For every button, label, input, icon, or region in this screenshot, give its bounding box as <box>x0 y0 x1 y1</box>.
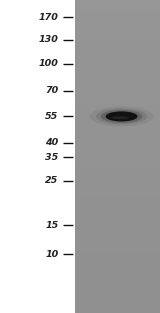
Bar <box>75 84 160 94</box>
Bar <box>75 177 160 188</box>
Bar <box>75 198 160 209</box>
Bar <box>75 104 160 115</box>
Bar <box>75 261 160 271</box>
Text: 35: 35 <box>45 153 58 162</box>
Bar <box>75 146 160 156</box>
Bar <box>75 0 160 10</box>
Bar <box>75 292 160 303</box>
Bar <box>75 52 160 63</box>
Bar <box>75 271 160 282</box>
Bar <box>75 188 160 198</box>
Text: 70: 70 <box>45 86 58 95</box>
Bar <box>75 21 160 31</box>
Ellipse shape <box>96 108 147 125</box>
Bar <box>75 303 160 313</box>
Bar <box>75 229 160 240</box>
Bar <box>75 63 160 73</box>
Text: 100: 100 <box>39 59 58 68</box>
Bar <box>75 94 160 104</box>
Bar <box>75 219 160 229</box>
Bar <box>75 240 160 250</box>
Bar <box>75 250 160 261</box>
Ellipse shape <box>106 111 138 121</box>
Bar <box>75 125 160 136</box>
Bar <box>75 42 160 52</box>
Ellipse shape <box>90 106 154 126</box>
Bar <box>75 31 160 42</box>
Ellipse shape <box>111 116 129 119</box>
Bar <box>75 0 160 313</box>
Ellipse shape <box>101 110 142 123</box>
Bar <box>75 115 160 125</box>
Text: 130: 130 <box>39 35 58 44</box>
Text: 40: 40 <box>45 138 58 147</box>
Bar <box>75 282 160 292</box>
Text: 10: 10 <box>45 250 58 259</box>
Bar <box>75 156 160 167</box>
Bar <box>75 167 160 177</box>
Text: 170: 170 <box>39 13 58 22</box>
Bar <box>75 136 160 146</box>
Text: 55: 55 <box>45 112 58 121</box>
Text: 25: 25 <box>45 176 58 185</box>
Bar <box>75 209 160 219</box>
Bar <box>75 73 160 84</box>
Bar <box>75 10 160 21</box>
Text: 15: 15 <box>45 221 58 230</box>
